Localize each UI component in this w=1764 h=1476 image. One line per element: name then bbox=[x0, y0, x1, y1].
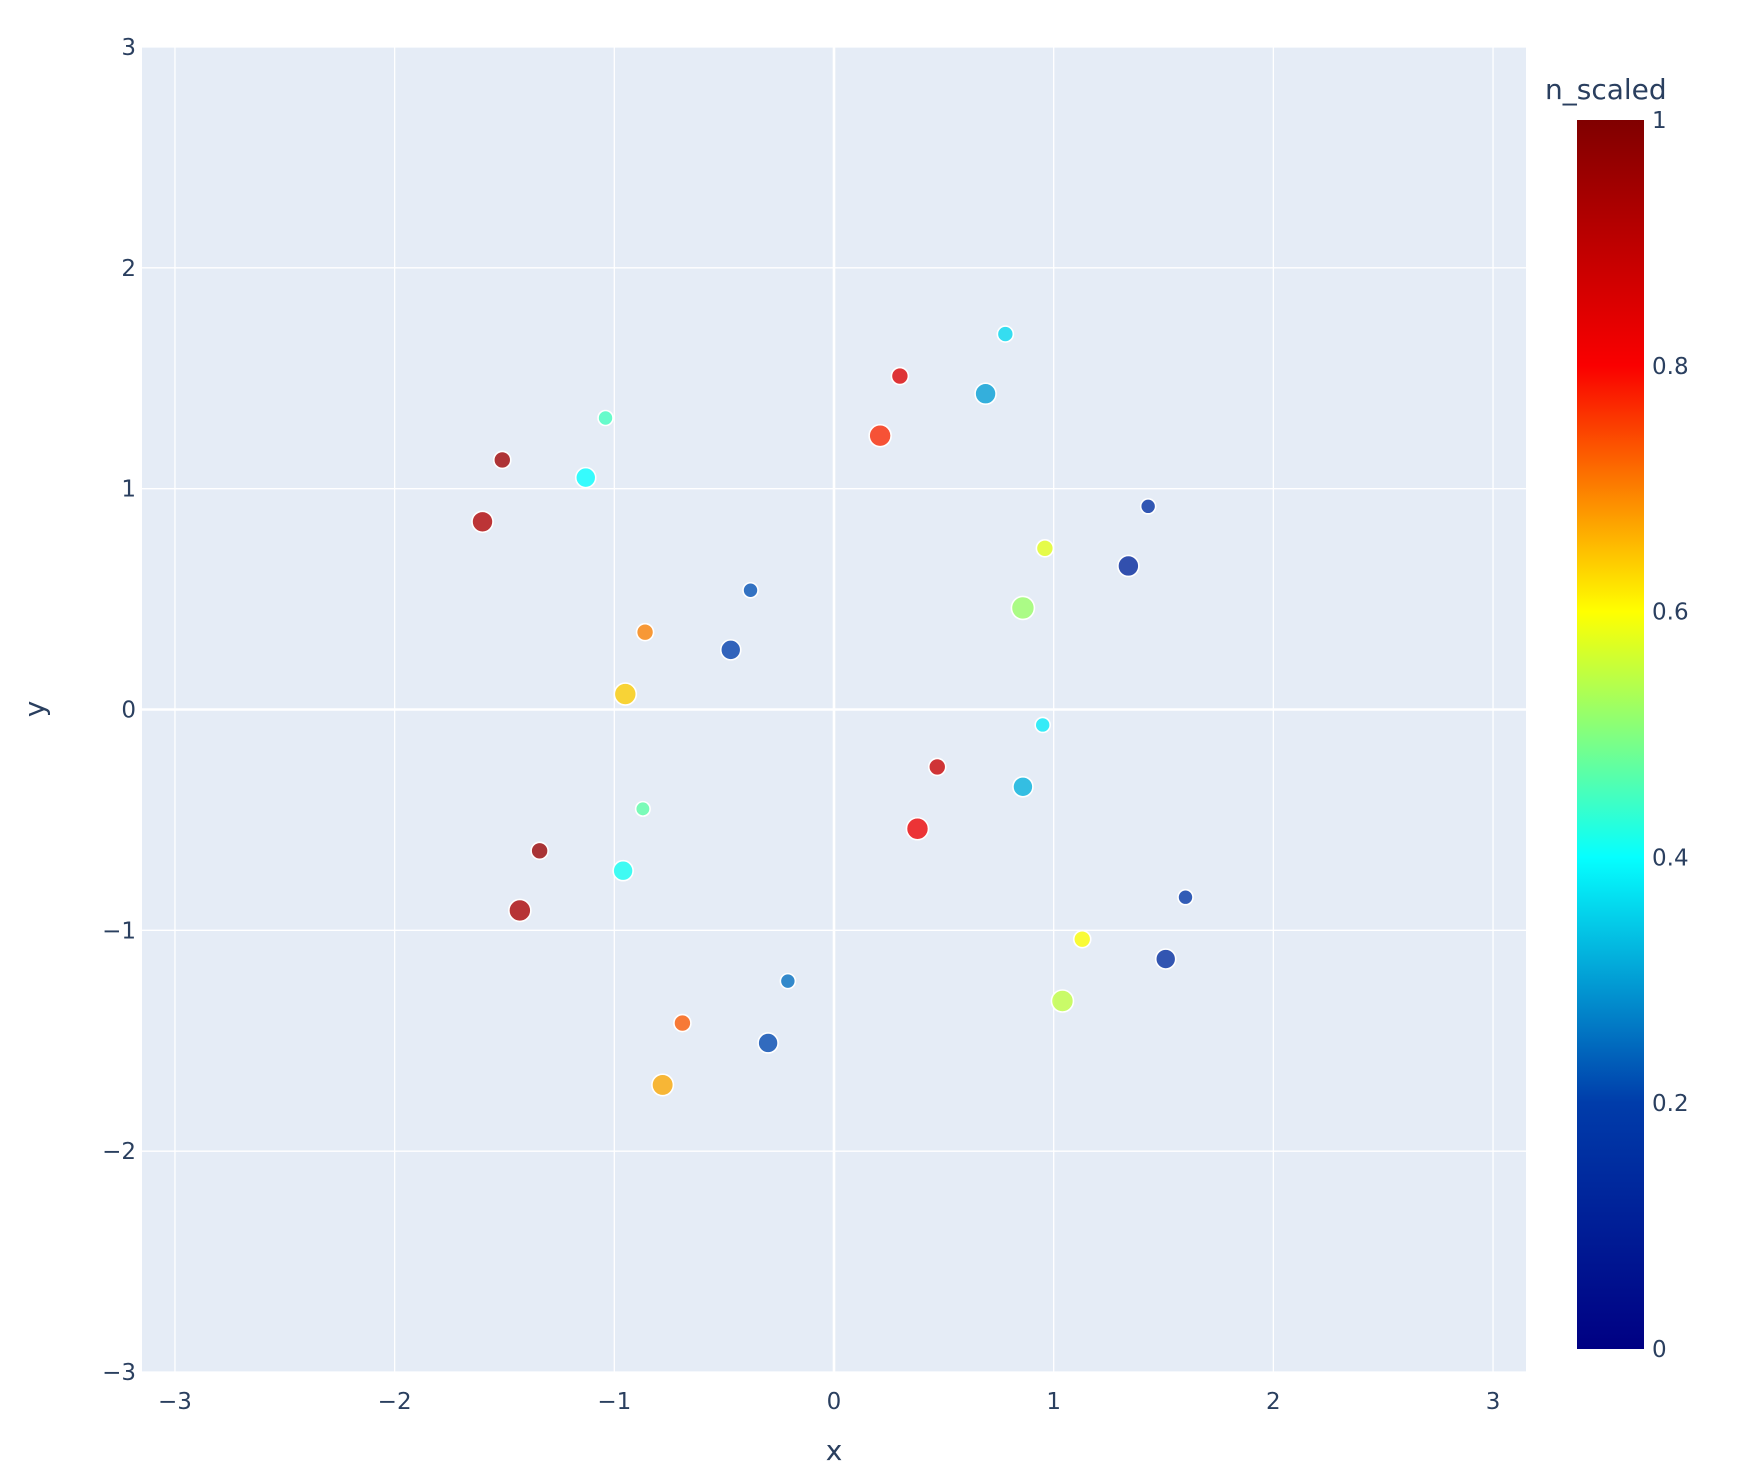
scatter-point bbox=[890, 366, 910, 386]
x-tick-label: −2 bbox=[378, 1389, 412, 1415]
colorbar-tick-label: 0.4 bbox=[1652, 845, 1689, 871]
scatter-point bbox=[927, 757, 947, 777]
scatter-point bbox=[673, 1013, 692, 1033]
scatter-point bbox=[530, 841, 549, 861]
y-tick-label: −3 bbox=[102, 1360, 136, 1386]
scatter-point bbox=[1050, 989, 1075, 1013]
y-tick-label: 0 bbox=[121, 698, 136, 724]
scatter-point bbox=[1072, 929, 1092, 949]
scatter-point bbox=[1034, 716, 1051, 734]
colorbar-tick-label: 0.8 bbox=[1652, 354, 1689, 380]
y-axis-title: y bbox=[18, 701, 51, 718]
scatter-point bbox=[635, 622, 655, 642]
scatter-point bbox=[779, 972, 797, 990]
scatter-point bbox=[651, 1073, 675, 1097]
x-tick-label: 3 bbox=[1486, 1389, 1501, 1415]
scatter-point bbox=[757, 1032, 779, 1054]
scatter-point bbox=[905, 816, 930, 841]
scatter-point bbox=[1035, 538, 1055, 558]
data-points bbox=[471, 325, 1194, 1097]
scatter-point bbox=[742, 581, 759, 599]
scatter-point bbox=[612, 859, 634, 882]
scatter-point bbox=[868, 423, 892, 448]
scatter-point bbox=[1117, 554, 1140, 578]
x-tick-label: 2 bbox=[1266, 1389, 1281, 1415]
y-tick-labels: −3 −2 −1 0 1 2 3 bbox=[102, 35, 136, 1386]
scatter-point bbox=[1012, 775, 1034, 798]
scatter-point bbox=[508, 898, 532, 923]
scatter-point bbox=[613, 682, 638, 706]
scatter-point bbox=[996, 325, 1015, 343]
scatter-point bbox=[574, 466, 597, 489]
colorbar-tick-label: 0.2 bbox=[1652, 1091, 1689, 1117]
x-tick-labels: −3 −2 −1 0 1 2 3 bbox=[158, 1389, 1500, 1415]
scatter-point bbox=[1010, 595, 1036, 621]
y-tick-label: −2 bbox=[102, 1139, 136, 1165]
y-tick-label: −1 bbox=[102, 918, 136, 944]
y-tick-label: 2 bbox=[121, 256, 136, 282]
scatter-point bbox=[1177, 888, 1194, 906]
grid-lines bbox=[142, 46, 1526, 1373]
y-tick-label: 3 bbox=[121, 35, 136, 61]
x-tick-label: −1 bbox=[597, 1389, 631, 1415]
x-axis-title: x bbox=[826, 1434, 843, 1467]
colorbar-tick-label: 0.6 bbox=[1652, 600, 1689, 626]
x-tick-label: 1 bbox=[1046, 1389, 1061, 1415]
colorbar-tick-labels: 0 0.2 0.4 0.6 0.8 1 bbox=[1652, 108, 1689, 1363]
scatter-point bbox=[492, 450, 512, 470]
colorbar-tick-label: 1 bbox=[1652, 108, 1667, 134]
scatter-point bbox=[1154, 948, 1177, 970]
scatter-point bbox=[719, 639, 742, 661]
colorbar bbox=[1577, 120, 1644, 1349]
scatter-point bbox=[471, 510, 494, 534]
x-tick-label: 0 bbox=[827, 1389, 842, 1415]
y-tick-label: 1 bbox=[121, 477, 136, 503]
colorbar-tick-label: 0 bbox=[1652, 1337, 1667, 1363]
scatter-point bbox=[597, 409, 614, 427]
colorbar-title: n_scaled bbox=[1545, 73, 1667, 106]
scatter-point bbox=[974, 382, 997, 406]
scatter-point bbox=[1139, 498, 1157, 515]
x-tick-label: −3 bbox=[158, 1389, 192, 1415]
scatter-point bbox=[634, 800, 651, 817]
